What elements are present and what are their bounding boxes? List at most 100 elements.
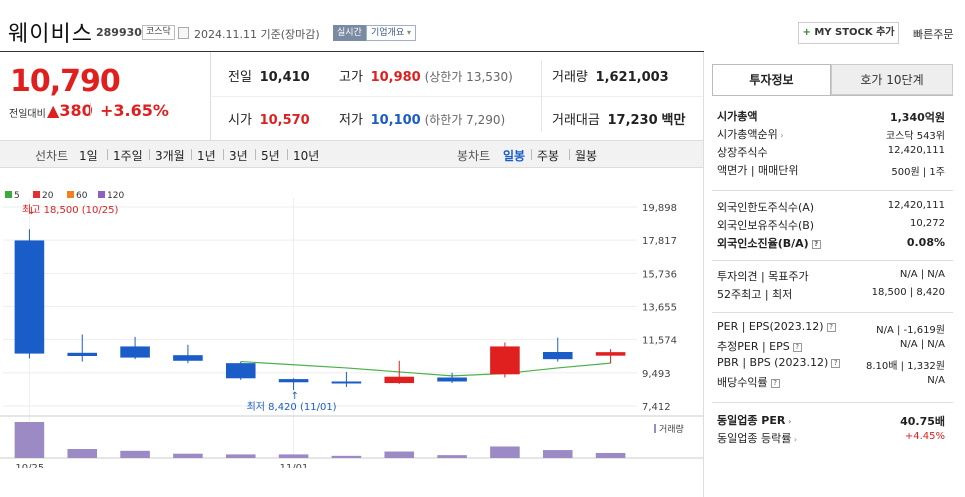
info-help-icon[interactable]: ? [811, 240, 821, 249]
candle-period-button[interactable]: 주봉 [537, 149, 560, 163]
tab-investment-info[interactable]: 투자정보 [712, 64, 831, 95]
chevron-right-icon: › [791, 435, 798, 444]
info-row-value: 40.75배 [900, 415, 945, 428]
y-tick-label: 19,898 [642, 203, 677, 214]
line-chart-label: 선차트 [35, 149, 69, 163]
label-text: 배당수익률 [717, 376, 768, 389]
volume-bar [542, 450, 573, 458]
period-button[interactable]: 1년 [197, 149, 216, 163]
divider [212, 96, 704, 97]
y-tick-label: 7,412 [642, 402, 671, 413]
period-button[interactable]: 1주일 [113, 149, 143, 163]
info-row-value: 코스닥 543위 [885, 131, 945, 142]
section-divider [712, 260, 953, 261]
candle-body [490, 346, 520, 375]
realtime-button[interactable]: 실시간 [333, 25, 366, 41]
candle-chart: 19,898 17,817 15,736 13,655 11,574 9,493 7,412… [0, 198, 704, 468]
y-tick-label: 13,655 [642, 303, 677, 314]
info-row-value: 0.08% [906, 236, 945, 249]
y-tick-label: 15,736 [642, 269, 677, 280]
info-row-label: 외국인한도주식수(A) [717, 199, 814, 215]
y-tick-label: 11,574 [642, 336, 677, 347]
info-row-label[interactable]: 동일업종 PER › [717, 412, 791, 428]
info-row-value: 8.10배 | 1,332원 [865, 361, 945, 372]
label-text: 52주최고 | 최저 [717, 288, 793, 301]
stock-code: 289930 [96, 26, 142, 39]
info-help-icon[interactable]: ? [792, 343, 802, 352]
volume-bar [225, 454, 256, 458]
divider [191, 149, 192, 160]
label-text: PBR | BPS (2023.12) [717, 356, 829, 369]
volume-legend-swatch [654, 424, 656, 433]
info-row-label[interactable]: 추정PER | EPS? [717, 338, 802, 354]
info-row-value: 12,420,111 [887, 200, 945, 211]
label-text: 액면가 | 매매단위 [717, 164, 799, 177]
price-panel [0, 52, 211, 140]
period-button[interactable]: 3개월 [155, 149, 185, 163]
volume-bar [173, 453, 203, 458]
volume-bar [278, 454, 309, 458]
divider [107, 149, 108, 160]
info-row-label[interactable]: PER | EPS(2023.12)? [717, 320, 836, 333]
divider [255, 149, 256, 160]
candle-body [67, 352, 98, 356]
trade-volume: 거래량 1,621,003 [552, 70, 669, 85]
company-overview-button[interactable]: 기업개요 ▾ [366, 25, 417, 41]
info-help-icon[interactable]: ? [826, 323, 836, 332]
ma5-line [240, 360, 611, 377]
info-help-icon[interactable]: ? [831, 359, 841, 368]
label-text: PER | EPS(2023.12) [717, 320, 824, 333]
legend-item: 5 [5, 191, 20, 201]
candle-body [437, 377, 467, 382]
current-price: 10,790 [10, 64, 121, 99]
info-row-label[interactable]: 배당수익률? [717, 374, 780, 390]
info-row-value: 18,500 | 8,420 [871, 287, 945, 298]
y-tick-label: 17,817 [642, 236, 677, 247]
label-text: 시가총액 [717, 110, 758, 123]
low-annotation: 최저 8,420 (11/01) [247, 401, 337, 413]
period-button[interactable]: 10년 [293, 149, 320, 163]
divider [541, 60, 542, 132]
period-button[interactable]: 3년 [229, 149, 248, 163]
info-row-label[interactable]: 시가총액순위 › [717, 126, 783, 142]
info-row-label: 투자의견 | 목표주가 [717, 268, 809, 284]
section-divider [712, 312, 953, 313]
candle-body [14, 240, 45, 354]
info-row-value: 500원 | 1주 [891, 167, 945, 178]
label-text: 동일업종 등락률 [717, 432, 792, 445]
low-price: 저가 10,100 (하한가 7,290) [339, 113, 506, 128]
volume-bar [490, 446, 520, 458]
info-help-icon[interactable]: ? [770, 379, 780, 388]
add-mystock-button[interactable]: + MY STOCK 추가 [798, 22, 899, 44]
divider [149, 149, 150, 160]
high-annotation: 최고 18,500 (10/25) [22, 204, 118, 216]
period-button[interactable]: 1일 [79, 149, 98, 163]
label-text: 상장주식수 [717, 146, 768, 159]
legend-item: 20 [33, 191, 53, 201]
legend-label: 20 [42, 191, 54, 201]
info-row-value: N/A | N/A [899, 269, 945, 280]
change-label: 전일대비 [9, 109, 46, 120]
quick-order-link[interactable]: 빠른주문 [913, 28, 954, 41]
volume-bar [331, 455, 362, 458]
candle-period-button[interactable]: 월봉 [575, 149, 598, 163]
info-row-label: 외국인보유주식수(B) [717, 217, 814, 233]
change-percent: +3.65% [100, 101, 169, 120]
info-row-label: 시가총액 [717, 108, 757, 124]
info-row-label[interactable]: 외국인소진율(B/A)? [717, 235, 821, 251]
x-tick-label: 11/01 [280, 463, 309, 468]
volume-bar [67, 449, 98, 458]
divider [531, 149, 532, 160]
volume-bar [437, 455, 467, 458]
candle-period-button[interactable]: 일봉 [503, 149, 526, 163]
info-row-value: 1,340억원 [889, 111, 945, 124]
info-row-value: N/A | N/A [899, 339, 945, 350]
info-row-label[interactable]: PBR | BPS (2023.12)? [717, 356, 841, 369]
tab-orderbook[interactable]: 호가 10단계 [831, 64, 953, 95]
plus-icon: + [802, 27, 811, 38]
info-row-value: N/A [927, 375, 945, 386]
period-button[interactable]: 5년 [261, 149, 280, 163]
info-row-label[interactable]: 동일업종 등락률 › [717, 430, 797, 446]
high-price: 고가 10,980 (상한가 13,530) [339, 70, 513, 85]
prev-close: 전일 10,410 [228, 70, 310, 85]
